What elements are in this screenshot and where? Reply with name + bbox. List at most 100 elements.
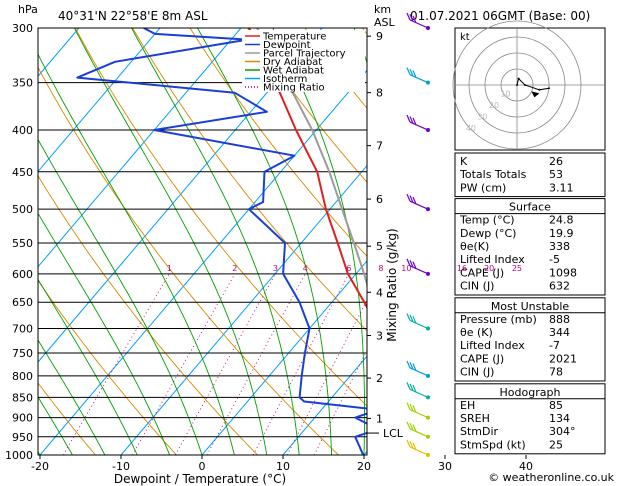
dewpoint-line-point-5	[340, 404, 342, 407]
wind-barb-feather	[409, 116, 414, 124]
x-tick-label--20: -20	[31, 460, 49, 473]
pressure-label-350: 350	[12, 77, 33, 90]
wind-barb-350	[406, 67, 430, 85]
wind-barb-feather	[406, 67, 411, 75]
wind-barb-600	[406, 258, 430, 276]
dewpoint-line-point-17	[293, 154, 296, 157]
parcel-line-point-7	[372, 301, 374, 303]
dewpoint-line-point-18	[153, 129, 156, 131]
surface-title: Surface	[509, 201, 551, 214]
pressure-label-800: 800	[12, 370, 33, 383]
wind-barb-feather	[406, 313, 411, 321]
parcel-line-point-4	[386, 375, 388, 377]
x-tick-label--10: -10	[112, 460, 130, 473]
wind-barb-950	[406, 421, 430, 439]
wind-barb-dot	[426, 271, 430, 276]
hodograph-label-3: StmSpd (kt)	[460, 438, 526, 451]
mixing-ratio-axis-label: Mixing Ratio (g/kg)	[385, 228, 399, 341]
copyright: © weatheronline.co.uk	[488, 471, 614, 484]
mixing-ratio-labels: 1 2 3 4 6 8 10 16 20 25	[167, 264, 522, 273]
wind-barb-feather	[406, 421, 411, 430]
pressure-label-850: 850	[12, 391, 33, 404]
temperature-line-point-10	[363, 301, 366, 304]
wind-barb-dot	[426, 434, 430, 439]
surface-label-4: CAPE (J)	[460, 266, 504, 279]
indices-surface-box	[454, 198, 606, 296]
hpa-axis-label: hPa	[18, 3, 38, 16]
wind-barb-feather	[409, 403, 414, 412]
most_unstable-label-3: CAPE (J)	[460, 352, 504, 365]
legend-label-3: Dry Adiabat	[263, 57, 322, 68]
dewpoint-line-point-14	[248, 208, 250, 210]
wind-barb-feather	[406, 360, 411, 369]
wind-barbs	[406, 12, 430, 457]
wind-barb-feather	[412, 405, 417, 413]
hodograph-label-2: StmDir	[460, 425, 499, 438]
dewpoint-line-point-12	[282, 273, 284, 275]
wind-barb-feather	[409, 362, 414, 370]
isotherm--10	[120, 164, 367, 455]
surface-label-2: θe(K)	[460, 240, 489, 253]
dewpoint-line-point-24	[154, 33, 156, 35]
dry-adiabat-300	[74, 28, 367, 407]
dewpoint-line-point-8	[300, 375, 303, 377]
most_unstable-label-1: θe (K)	[460, 326, 493, 339]
wind-barb-500	[406, 193, 430, 212]
most_unstable-value-2: -7	[549, 339, 560, 352]
pressure-label-1000: 1000	[5, 449, 33, 462]
most_unstable-value-0: 888	[549, 313, 570, 326]
temperature-line-point-0	[402, 454, 404, 456]
isotherm--50	[38, 28, 161, 173]
mixing-ratio-label-8: 8	[378, 264, 383, 273]
wind-barb-feather	[412, 442, 417, 451]
hodograph-label-1: SREH	[460, 412, 490, 425]
dewpoint-line-point-7	[298, 396, 301, 399]
dewpoint-line-point-20	[233, 91, 236, 94]
legend-label-1: Dewpoint	[263, 40, 311, 51]
wind-barb-1000	[406, 439, 430, 457]
storm-motion-marker	[531, 91, 540, 98]
isotherm-50	[607, 28, 629, 455]
wind-barb-feather	[409, 422, 414, 431]
surface-value-5: 632	[549, 280, 570, 293]
wind-barb-feather	[406, 12, 411, 21]
dewpoint-line-point-6	[303, 400, 305, 403]
dewpoint-line-point-9	[304, 352, 306, 354]
dewpoint-line-point-3	[354, 416, 357, 419]
legend-label-4: Wet Adiabat	[263, 66, 324, 77]
dewpoint-line-point-2	[377, 428, 379, 430]
lcl-label: LCL	[383, 427, 404, 440]
basic-label-1: Totals Totals	[459, 168, 527, 181]
wind-barb-dot	[426, 453, 430, 457]
surface-value-4: 1098	[549, 266, 577, 279]
parcel-line-point-3	[388, 397, 390, 399]
surface-label-1: Dewp (°C)	[460, 227, 516, 240]
temperature-line-point-3	[415, 417, 417, 419]
isotherm-20	[363, 450, 367, 455]
hodograph-point-3	[538, 88, 541, 91]
km-label-5: 5	[376, 240, 383, 253]
dewpoint-line-point-19	[266, 111, 268, 113]
dewpoint-line-point-21	[76, 76, 79, 79]
legend-label-2: Parcel Trajectory	[263, 49, 346, 60]
mixing-ratio-label-25: 25	[512, 264, 522, 273]
km-label-4: 4	[376, 286, 383, 299]
pressure-label-450: 450	[12, 166, 33, 179]
surface-label-3: Lifted Index	[460, 253, 525, 266]
dewpoint-line-point-15	[262, 201, 264, 203]
dewpoint-line-point-11	[298, 301, 301, 304]
mixing-ratio-line-2	[132, 273, 236, 455]
dewpoint-line-point-16	[263, 171, 266, 173]
basic-label-2: PW (cm)	[460, 181, 506, 194]
wind-barb-feather	[409, 314, 414, 323]
parcel-line-point-12	[311, 129, 313, 131]
hodograph-value-2: 304°	[549, 425, 576, 438]
pressure-label-950: 950	[12, 431, 33, 444]
location-title: 40°31'N 22°58'E 8m ASL	[58, 9, 208, 23]
parcel-line	[256, 28, 367, 288]
indices-most_unstable-box	[454, 297, 606, 382]
basic-value-2: 3.11	[549, 181, 574, 194]
isotherm-0	[201, 260, 367, 455]
x-tick-label-0: 0	[199, 460, 206, 473]
